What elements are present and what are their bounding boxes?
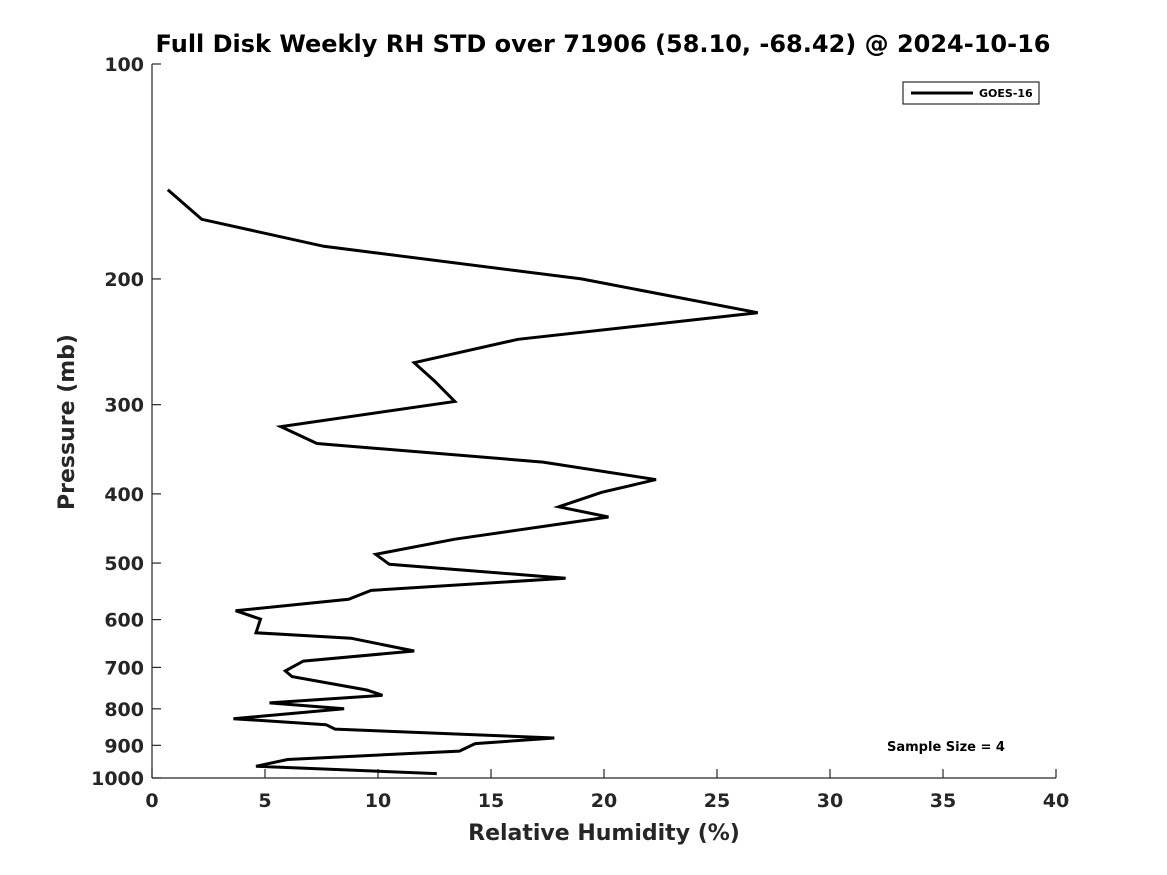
x-tick-label: 10 [365, 790, 391, 812]
y-axis-label: Pressure (mb) [55, 334, 80, 510]
y-tick-label: 800 [104, 699, 144, 721]
y-tick-label: 700 [104, 657, 144, 679]
y-tick-label: 900 [104, 735, 144, 757]
x-tick-label: 0 [145, 790, 158, 812]
tick-marks: 0 5 10 15 20 25 30 35 40 100 200 300 400 500 600 700 800… [91, 54, 1069, 812]
series-line-goes-16 [166, 188, 758, 776]
y-tick-label: 100 [104, 54, 144, 76]
x-tick-label: 25 [704, 790, 730, 812]
y-tick-label: 300 [104, 395, 144, 417]
x-tick-label: 15 [478, 790, 504, 812]
legend: GOES-16 [902, 81, 1040, 105]
x-axis-label: Relative Humidity (%) [468, 821, 740, 846]
y-tick-label: 600 [104, 610, 144, 632]
y-tick-label: 400 [104, 484, 144, 506]
x-tick-label: 40 [1043, 790, 1069, 812]
y-tick-label: 500 [104, 553, 144, 575]
y-tick-label: 1000 [91, 768, 144, 790]
legend-entry-goes-16: GOES-16 [979, 87, 1033, 100]
x-tick-label: 35 [930, 790, 956, 812]
x-tick-label: 30 [817, 790, 843, 812]
x-tick-label: 20 [591, 790, 617, 812]
x-tick-label: 5 [258, 790, 271, 812]
chart-title: Full Disk Weekly RH STD over 71906 (58.1… [156, 30, 1051, 58]
y-tick-label: 200 [104, 269, 144, 291]
sample-size-annotation: Sample Size = 4 [887, 740, 1005, 755]
series-layer [166, 188, 758, 776]
